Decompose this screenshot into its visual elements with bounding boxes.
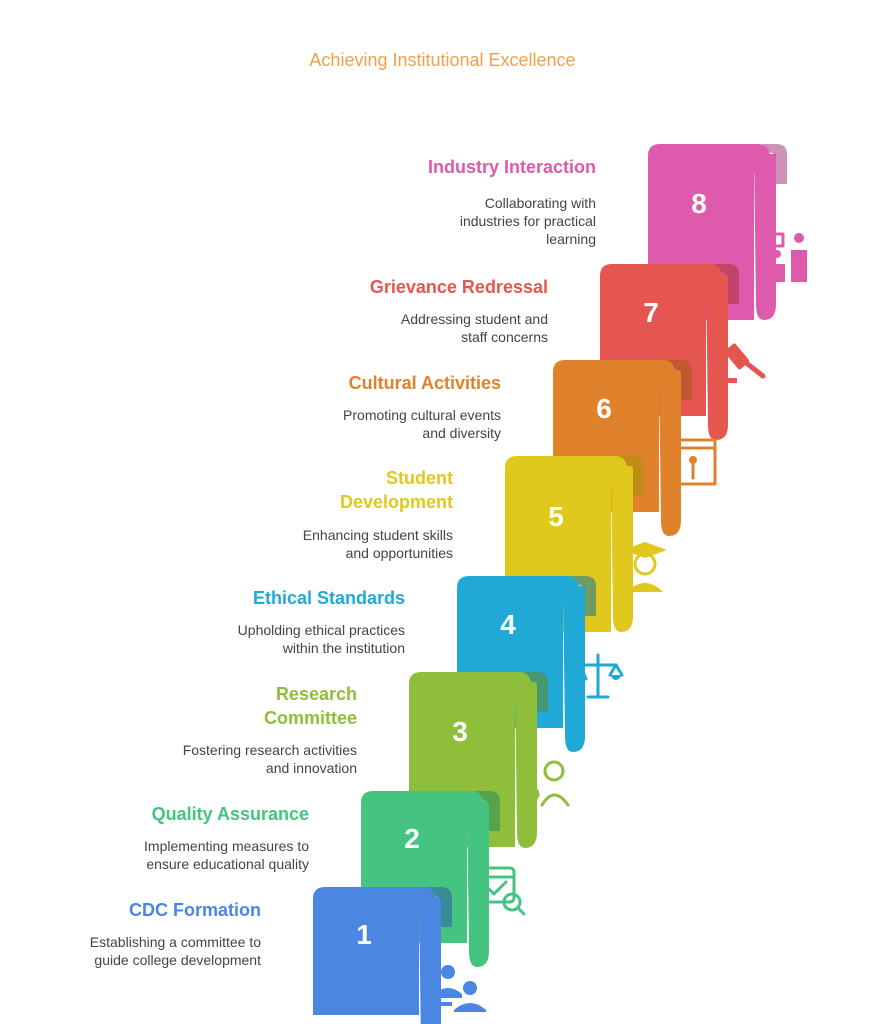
presentation-icon [767, 232, 807, 282]
step-3-description: Fostering research activities and innova… [182, 742, 357, 776]
step-curl-shadow [754, 144, 787, 184]
step-7-title: Grievance Redressal [369, 277, 548, 297]
researcher-icon [526, 760, 570, 807]
step-1: 1 [313, 887, 486, 1024]
scales-icon [572, 653, 624, 699]
step-1-description: Establishing a committee to guide colleg… [89, 934, 261, 968]
infographic-title: Achieving Institutional Excellence [309, 50, 576, 70]
step-number: 7 [643, 297, 659, 328]
step-number: 5 [548, 501, 564, 532]
step-number: 2 [404, 823, 420, 854]
step-7-description: Addressing student and staff concerns [400, 311, 548, 345]
step-4: 4 [457, 576, 624, 752]
step-curl-shadow [419, 887, 452, 927]
step-2-title: Quality Assurance [151, 804, 309, 824]
committee-meeting-icon [434, 965, 486, 1012]
step-8-title: Industry Interaction [427, 157, 596, 177]
step-2-description: Implementing measures to ensure educatio… [144, 838, 309, 872]
step-curl [515, 682, 537, 848]
step-1-title: CDC Formation [129, 900, 261, 920]
step-curl-shadow [563, 576, 596, 616]
step-6-title: Cultural Activities [348, 373, 501, 393]
step-number: 3 [452, 716, 468, 747]
step-number: 8 [691, 188, 707, 219]
step-curl [467, 801, 489, 967]
quality-check-icon [478, 866, 526, 916]
step-5-description: Enhancing student skills and opportuniti… [302, 527, 453, 561]
step-8-description: Collaborating with industries for practi… [459, 195, 596, 247]
step-number: 1 [356, 919, 372, 950]
step-curl-shadow [659, 360, 692, 400]
step-5-title: Student Development [339, 468, 453, 512]
step-curl-shadow [706, 264, 739, 304]
step-curl-shadow [515, 672, 548, 712]
stage-performance-icon [669, 438, 717, 486]
step-curl-shadow [611, 456, 644, 496]
step-3-title: Research Committee [263, 684, 357, 728]
step-curl [419, 897, 441, 1024]
graduate-icon [623, 542, 667, 592]
gavel-icon [717, 343, 766, 383]
step-number: 4 [500, 609, 516, 640]
step-curl-shadow [467, 791, 500, 831]
step-curl [563, 586, 585, 752]
step-curl [754, 154, 776, 320]
step-4-description: Upholding ethical practices within the i… [237, 622, 405, 656]
step-curl [611, 466, 633, 632]
step-number: 6 [596, 393, 612, 424]
step-curl [706, 274, 728, 440]
step-6-description: Promoting cultural events and diversity [343, 407, 501, 441]
step-4-title: Ethical Standards [252, 588, 405, 608]
step-block [313, 887, 435, 1015]
